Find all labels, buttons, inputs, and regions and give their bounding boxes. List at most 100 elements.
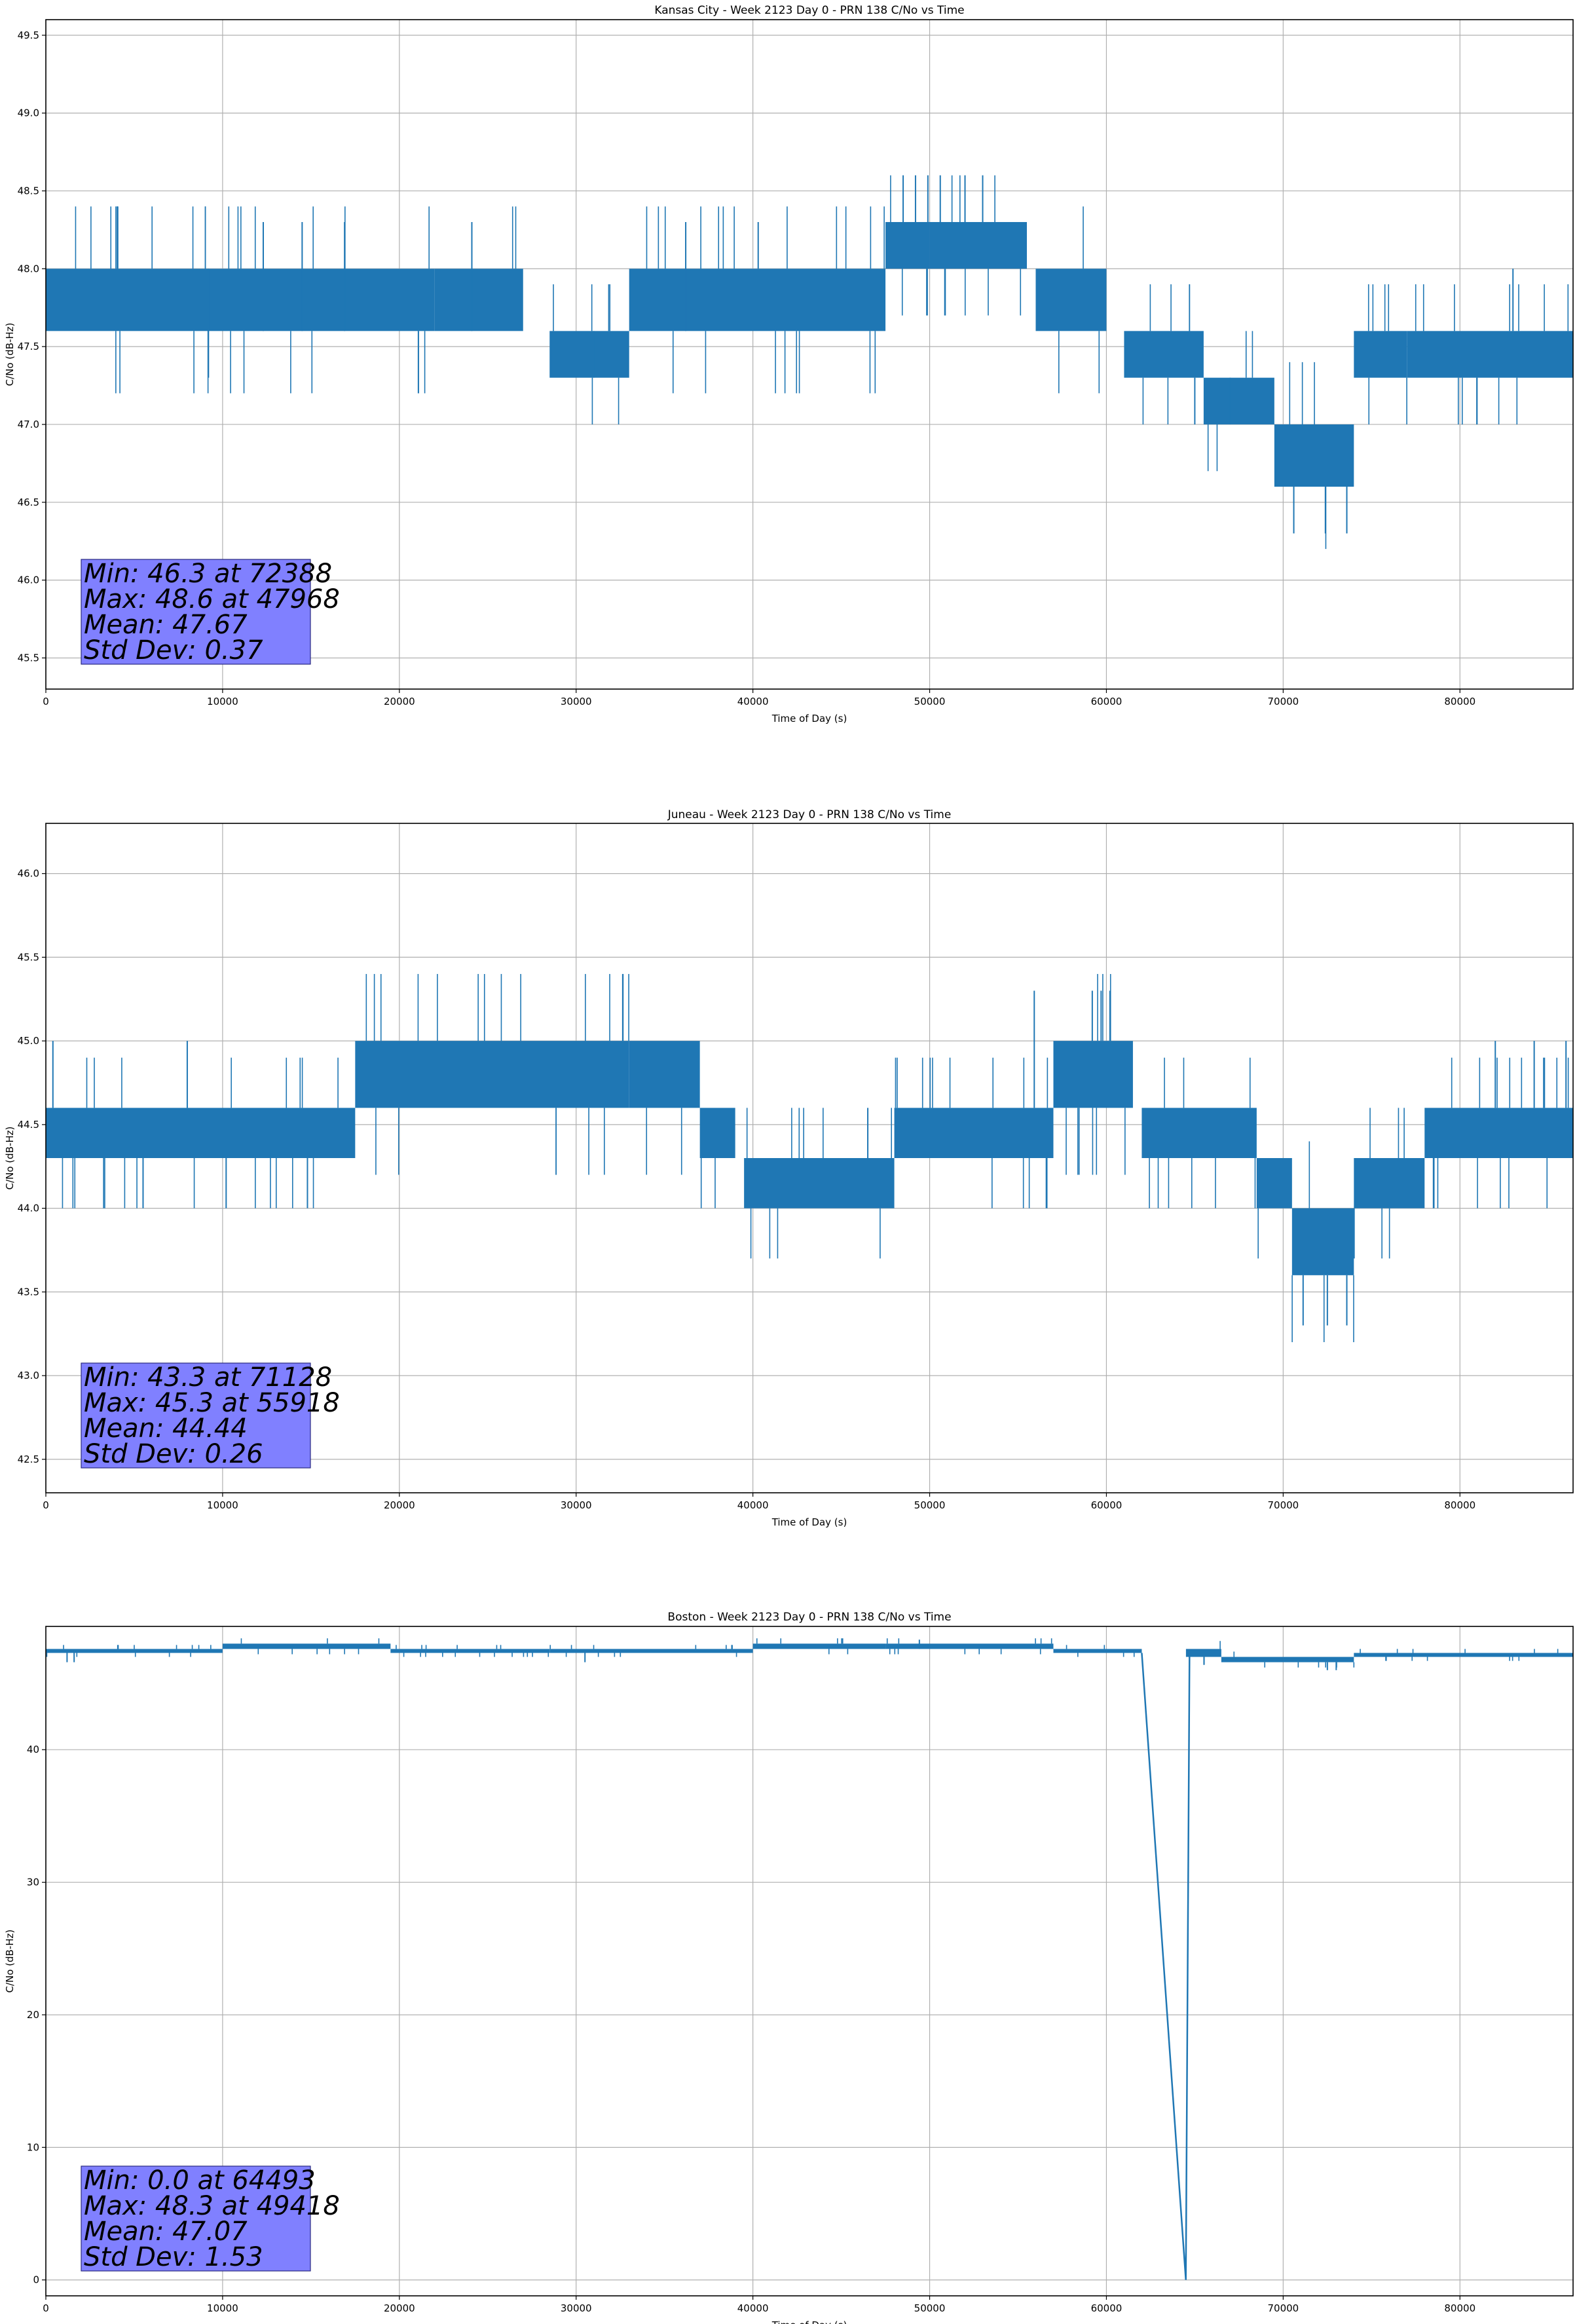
x-tick-label: 70000	[1267, 696, 1299, 707]
x-axis-label: Time of Day (s)	[771, 1516, 847, 1528]
y-tick-label: 0	[33, 2274, 39, 2286]
stats-line: Mean: 47.07	[84, 2217, 248, 2247]
data-band	[549, 331, 629, 378]
y-tick-label: 45.5	[18, 652, 39, 664]
data-band	[1354, 1158, 1425, 1209]
y-tick-label: 43.0	[18, 1370, 39, 1381]
x-tick-label: 80000	[1444, 696, 1475, 707]
x-tick-label: 60000	[1091, 2302, 1122, 2314]
data-band	[1053, 1649, 1142, 1653]
data-band	[1274, 424, 1354, 487]
data-band	[885, 221, 930, 269]
x-tick-label: 30000	[561, 2302, 592, 2314]
stats-box	[81, 1362, 311, 1469]
y-tick-label: 40	[27, 1744, 39, 1755]
stats-line: Max: 48.3 at 49418	[84, 2191, 340, 2221]
x-tick-label: 20000	[384, 2302, 415, 2314]
data-band	[894, 1108, 1054, 1158]
x-tick-label: 0	[43, 696, 49, 707]
stats-line: Mean: 44.44	[84, 1414, 248, 1444]
x-tick-label: 60000	[1091, 1499, 1122, 1511]
axes-frame	[45, 19, 1574, 690]
stats-box	[81, 559, 311, 665]
data-band	[744, 1158, 895, 1209]
x-tick-label: 10000	[207, 1499, 238, 1511]
stats-line: Std Dev: 0.26	[84, 1439, 263, 1469]
chart-title: Boston - Week 2123 Day 0 - PRN 138 C/No …	[667, 1611, 951, 1624]
data-band	[46, 1649, 223, 1653]
stats-box	[81, 2165, 311, 2272]
y-axis-label: C/No (dB-Hz)	[4, 323, 16, 386]
series-c-no	[46, 175, 1573, 550]
x-axis-label: Time of Day (s)	[771, 713, 847, 724]
y-axis-label: C/No (dB-Hz)	[4, 1127, 16, 1190]
data-band	[1354, 331, 1407, 378]
x-tick-label: 30000	[561, 696, 592, 707]
y-tick-label: 49.5	[18, 29, 39, 41]
x-tick-label: 50000	[914, 2302, 946, 2314]
x-tick-label: 50000	[914, 1499, 946, 1511]
data-band	[46, 269, 435, 331]
x-tick-label: 0	[43, 1499, 49, 1511]
y-tick-label: 30	[27, 1877, 39, 1888]
data-band	[46, 1108, 356, 1158]
series-c-no	[46, 1638, 1573, 2280]
data-band	[1141, 1108, 1257, 1158]
y-tick-label: 45.5	[18, 951, 39, 963]
data-band	[355, 1041, 629, 1108]
chart-title: Juneau - Week 2123 Day 0 - PRN 138 C/No …	[667, 808, 952, 821]
y-tick-label: 47.5	[18, 341, 39, 352]
data-line	[1141, 1653, 1191, 2280]
data-band	[390, 1649, 550, 1653]
x-tick-label: 80000	[1444, 1499, 1475, 1511]
data-band	[549, 1649, 753, 1653]
y-tick-label: 20	[27, 2009, 39, 2021]
y-tick-label: 46.0	[18, 868, 39, 880]
y-tick-label: 43.5	[18, 1286, 39, 1298]
stats-line: Std Dev: 0.37	[84, 635, 263, 665]
chart-1: Kansas City - Week 2123 Day 0 - PRN 138 …	[4, 4, 1574, 724]
x-tick-label: 40000	[737, 2302, 769, 2314]
x-tick-label: 80000	[1444, 2302, 1475, 2314]
data-band	[1053, 1041, 1133, 1108]
axes-frame	[45, 1626, 1574, 2296]
y-tick-label: 44.5	[18, 1119, 39, 1131]
data-band	[222, 1643, 391, 1649]
x-tick-label: 20000	[384, 696, 415, 707]
series-c-no	[46, 973, 1573, 1343]
data-band	[885, 1643, 1054, 1649]
data-band	[1035, 269, 1107, 331]
stats-line: Min: 43.3 at 71128	[84, 1362, 332, 1393]
data-band	[1354, 1653, 1573, 1657]
y-tick-label: 47.0	[18, 419, 39, 430]
data-band	[434, 269, 523, 331]
x-tick-label: 50000	[914, 696, 946, 707]
data-band	[752, 1643, 886, 1649]
data-band	[1256, 1158, 1292, 1209]
chart-2: Juneau - Week 2123 Day 0 - PRN 138 C/No …	[4, 808, 1574, 1528]
data-band	[629, 269, 886, 331]
data-band	[1203, 377, 1274, 424]
y-tick-label: 10	[27, 2141, 39, 2153]
x-axis-label: Time of Day (s)	[771, 2319, 847, 2324]
x-tick-label: 70000	[1267, 2302, 1299, 2314]
data-band	[629, 1041, 700, 1108]
data-band	[1124, 331, 1204, 378]
y-axis-label: C/No (dB-Hz)	[4, 1930, 16, 1993]
stats-line: Min: 0.0 at 64493	[84, 2165, 316, 2196]
y-tick-label: 49.0	[18, 107, 39, 119]
stats-line: Min: 46.3 at 72388	[84, 559, 332, 589]
x-tick-label: 40000	[737, 696, 769, 707]
y-tick-label: 44.0	[18, 1203, 39, 1214]
data-band	[1185, 1649, 1221, 1657]
y-tick-label: 45.0	[18, 1035, 39, 1047]
data-band	[1424, 1108, 1573, 1158]
x-tick-label: 30000	[561, 1499, 592, 1511]
x-tick-label: 60000	[1091, 696, 1122, 707]
axes-frame	[45, 823, 1574, 1493]
chart-title: Kansas City - Week 2123 Day 0 - PRN 138 …	[654, 4, 964, 17]
x-tick-label: 10000	[207, 696, 238, 707]
x-tick-label: 0	[43, 2302, 49, 2314]
data-band	[929, 221, 1027, 269]
